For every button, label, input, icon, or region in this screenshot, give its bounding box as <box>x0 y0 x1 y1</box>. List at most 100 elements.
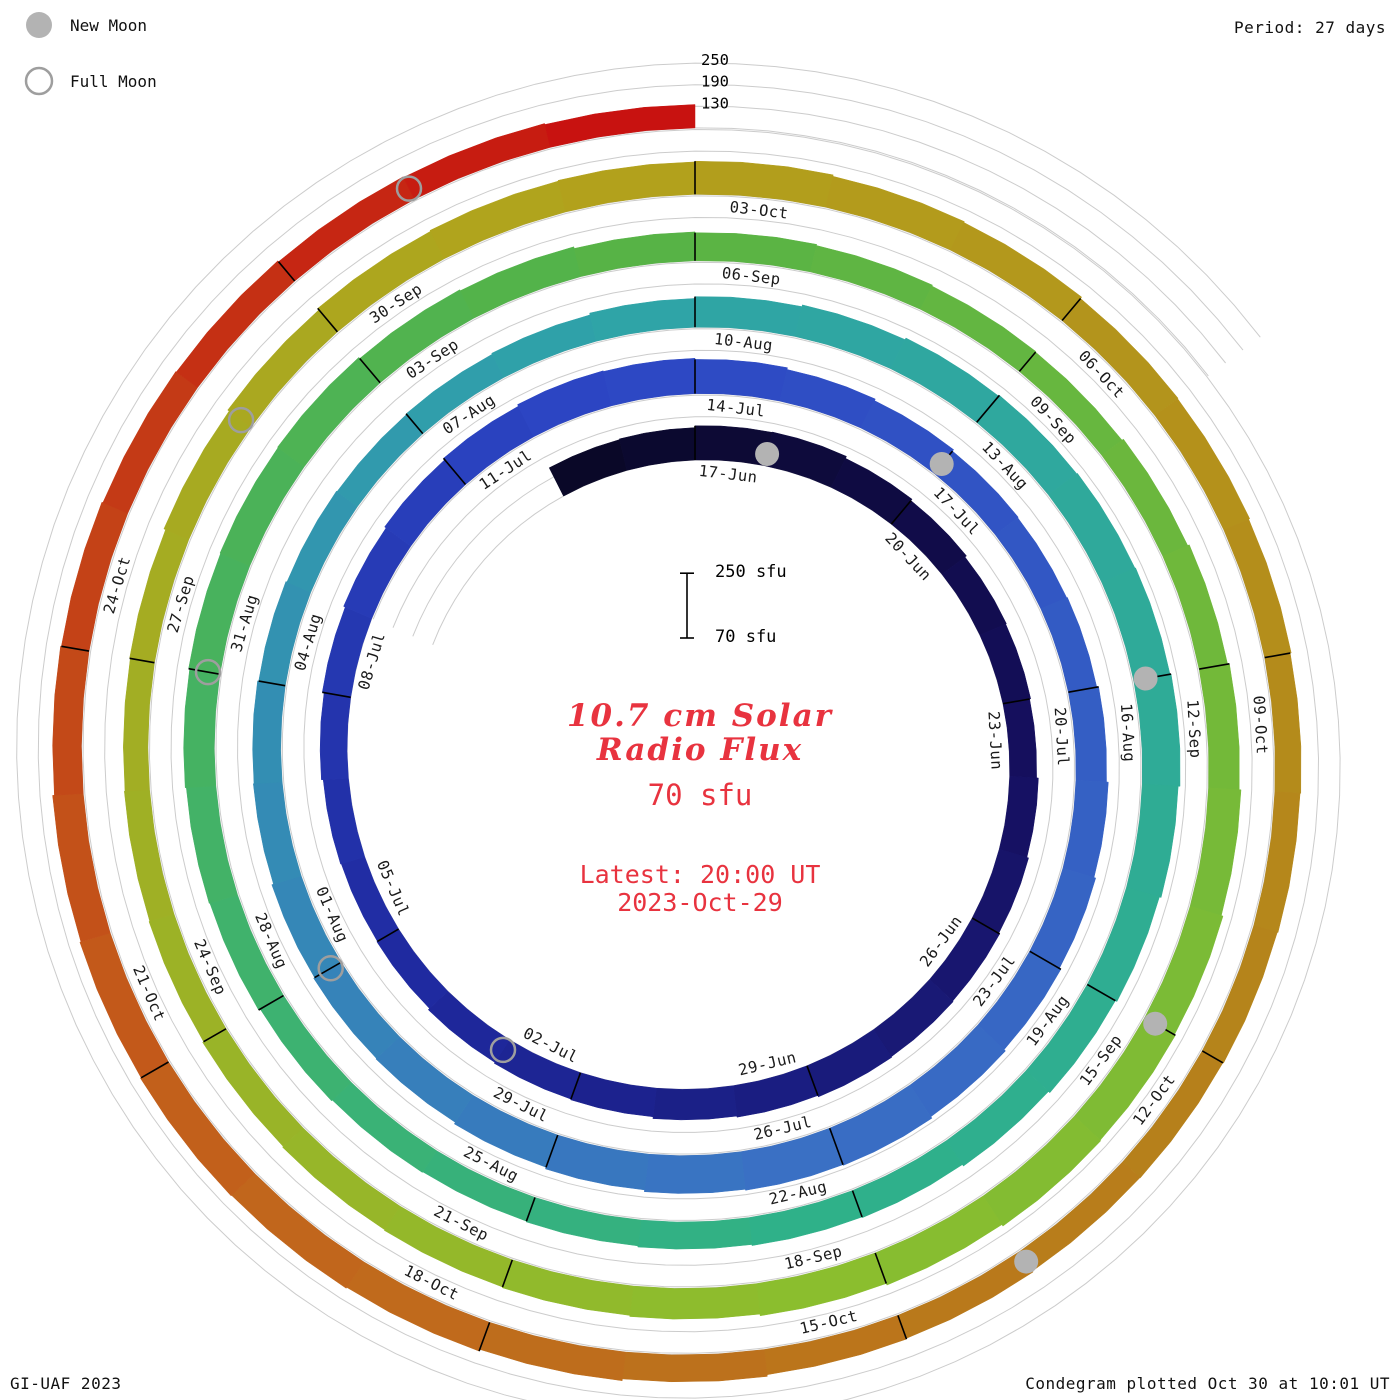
flux-bar <box>491 314 597 378</box>
flux-bar <box>319 692 351 781</box>
flux-bar <box>1040 597 1098 693</box>
flux-bar <box>652 1085 738 1121</box>
day-tick <box>188 667 220 675</box>
full-moon-marker <box>489 1036 517 1064</box>
guide-spiral-190 <box>37 84 1320 1399</box>
flux-bar <box>124 789 175 922</box>
credit-label: GI-UAF 2023 <box>10 1374 122 1393</box>
flux-bar <box>544 104 696 148</box>
flux-bar <box>971 848 1029 934</box>
day-tick <box>828 1127 844 1165</box>
flux-bar <box>994 517 1068 610</box>
day-tick <box>806 1065 819 1096</box>
day-tick <box>140 1061 169 1079</box>
new-moon-label: New Moon <box>70 15 148 35</box>
flux-bar <box>829 1084 933 1166</box>
flux-bar <box>637 1217 753 1250</box>
flux-bar <box>999 776 1039 858</box>
moon-legend: New Moon Full Moon <box>22 8 157 120</box>
day-tick <box>376 928 400 943</box>
flux-bar <box>619 427 696 471</box>
full-moon-icon <box>24 66 54 96</box>
flux-bar <box>622 1349 768 1383</box>
date-label: 12-Sep <box>1183 699 1204 759</box>
flux-bar <box>557 161 696 213</box>
flux-bar <box>1086 886 1160 1002</box>
flux-bar <box>252 680 286 784</box>
flux-bar <box>427 990 510 1063</box>
day-tick <box>1068 686 1099 693</box>
flux-bar <box>286 490 358 593</box>
radial-axis-label: 190 <box>701 73 729 91</box>
day-tick <box>258 994 284 1011</box>
day-tick <box>971 917 1001 935</box>
flux-bar <box>219 447 305 567</box>
day-tick <box>322 691 351 699</box>
flux-bar <box>501 1259 634 1316</box>
scale-top-label: 250 sfu <box>715 562 787 582</box>
guide-spiral-250 <box>16 62 1341 1400</box>
flux-bar <box>1223 518 1292 658</box>
day-tick <box>1086 983 1116 1002</box>
new-moon-marker <box>1014 1249 1039 1274</box>
date-label: 17-Jun <box>698 462 759 487</box>
flux-bar <box>517 370 612 438</box>
flux-bar <box>384 459 466 547</box>
day-tick <box>890 500 912 525</box>
full-moon-marker <box>194 658 222 686</box>
flux-bar <box>1029 867 1097 969</box>
flux-bar <box>313 961 400 1059</box>
day-tick <box>1018 351 1037 372</box>
flux-bar <box>979 623 1032 704</box>
plotted-timestamp: Condegram plotted Oct 30 at 10:01 UT <box>1025 1374 1390 1393</box>
day-tick <box>203 1028 227 1043</box>
flux-bar <box>1101 567 1171 681</box>
flux-bar <box>336 413 424 507</box>
day-tick <box>976 394 1001 423</box>
flux-bar <box>806 1029 893 1098</box>
period-label: Period: 27 days <box>1234 18 1386 37</box>
day-tick <box>501 1259 514 1288</box>
flux-bar <box>183 668 221 788</box>
day-tick <box>61 645 90 652</box>
full-moon-marker <box>227 406 255 434</box>
flux-bar <box>1264 652 1302 794</box>
day-tick <box>405 413 424 435</box>
day-tick <box>1029 950 1062 970</box>
flux-bar <box>873 979 954 1058</box>
radial-axis-label: 130 <box>701 94 729 112</box>
legend-full-moon: Full Moon <box>22 64 157 98</box>
flux-bar <box>573 231 696 277</box>
flux-bar <box>644 1151 746 1194</box>
day-tick <box>570 1072 582 1100</box>
flux-bar <box>1253 791 1301 933</box>
flux-bar <box>403 123 551 200</box>
day-tick <box>525 1197 536 1222</box>
full-moon-label: Full Moon <box>70 71 157 91</box>
day-tick <box>1199 663 1230 670</box>
day-tick <box>897 1315 908 1340</box>
day-tick <box>277 261 296 282</box>
day-tick <box>442 457 467 486</box>
flux-bar <box>825 175 965 251</box>
flux-bar <box>479 1322 626 1381</box>
flux-bar <box>376 928 449 1009</box>
scale-bottom-label: 70 sfu <box>715 627 776 647</box>
new-moon-marker <box>929 452 954 476</box>
flux-bar <box>1162 544 1228 670</box>
flux-bar <box>694 232 818 273</box>
flux-bar <box>343 527 411 619</box>
day-tick <box>129 657 155 664</box>
flux-bar <box>1002 698 1037 779</box>
day-tick <box>851 1190 863 1218</box>
day-tick <box>258 680 286 687</box>
flux-bar <box>589 298 696 342</box>
day-tick <box>314 961 342 979</box>
flux-bar <box>322 777 366 865</box>
day-tick <box>874 1252 888 1284</box>
scale-bar: 250 sfu 70 sfu <box>680 562 787 647</box>
flux-bar <box>459 246 582 319</box>
new-moon-icon <box>26 12 52 38</box>
